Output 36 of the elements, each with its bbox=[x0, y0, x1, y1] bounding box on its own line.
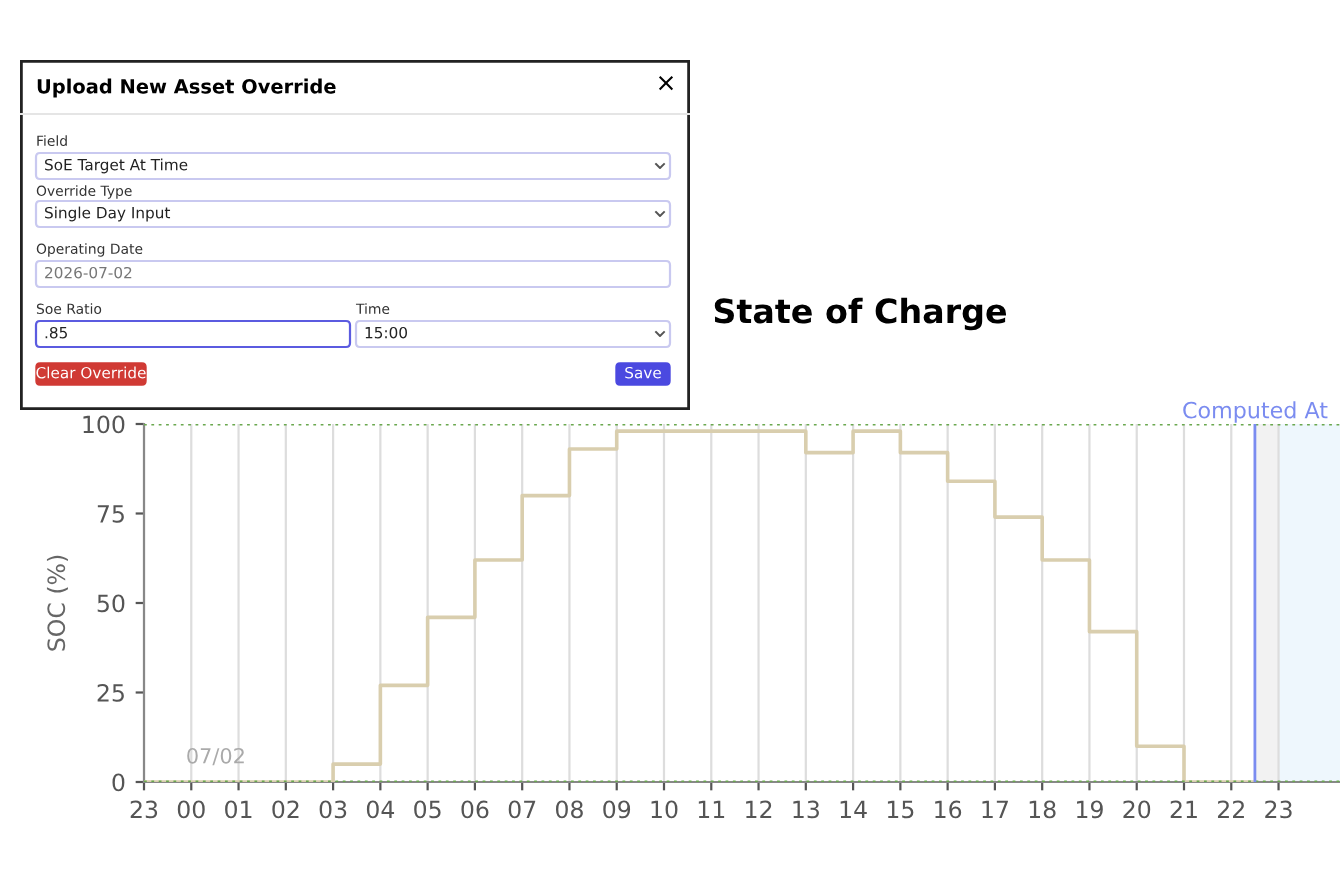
x-tick-label: 23 bbox=[130, 800, 158, 819]
x-tick-label: 18 bbox=[1029, 800, 1056, 819]
x-tick-label: 09 bbox=[603, 800, 631, 819]
x-tick-label: 16 bbox=[935, 800, 962, 819]
x-tick-label: 21 bbox=[1170, 800, 1197, 818]
x-tick-label: 06 bbox=[461, 800, 489, 819]
x-tick-label: 03 bbox=[319, 800, 347, 819]
x-tick-label: 20 bbox=[1123, 800, 1151, 819]
y-tick-label: 75 bbox=[97, 505, 124, 523]
x-tick-label: 11 bbox=[698, 800, 725, 818]
x-tick-label: 04 bbox=[366, 800, 395, 819]
x-tick-label: 19 bbox=[1077, 800, 1103, 819]
x-tick-label: 08 bbox=[555, 800, 583, 819]
x-tick-label: 07 bbox=[508, 800, 536, 819]
x-tick-label: 17 bbox=[982, 800, 1008, 818]
annotation: 07/02 bbox=[187, 747, 244, 766]
x-tick-label: 15 bbox=[887, 800, 914, 819]
y-tick-label: 25 bbox=[97, 683, 124, 702]
ref-line-label: Computed At bbox=[1183, 401, 1328, 423]
x-tick-label: 10 bbox=[651, 800, 678, 819]
text: Upload New Asset Override bbox=[37, 78, 336, 98]
chart-title: State of Charge bbox=[714, 297, 1006, 331]
text: × bbox=[658, 75, 674, 91]
x-tick-label: 05 bbox=[414, 800, 441, 819]
x-tick-label: 12 bbox=[746, 800, 772, 818]
x-tick-label: 23 bbox=[1265, 800, 1292, 819]
x-tick-label: 00 bbox=[177, 800, 205, 819]
y-axis-title: SOC (%) bbox=[46, 555, 68, 651]
x-tick-label: 14 bbox=[840, 800, 867, 818]
y-tick-label: 100 bbox=[83, 415, 125, 434]
y-tick-label: 50 bbox=[97, 594, 125, 613]
x-tick-label: 22 bbox=[1217, 800, 1244, 818]
x-tick-label: 01 bbox=[225, 800, 252, 819]
x-tick-label: 13 bbox=[793, 800, 819, 819]
x-tick-label: 02 bbox=[272, 800, 299, 819]
y-tick-label: 0 bbox=[112, 773, 125, 792]
